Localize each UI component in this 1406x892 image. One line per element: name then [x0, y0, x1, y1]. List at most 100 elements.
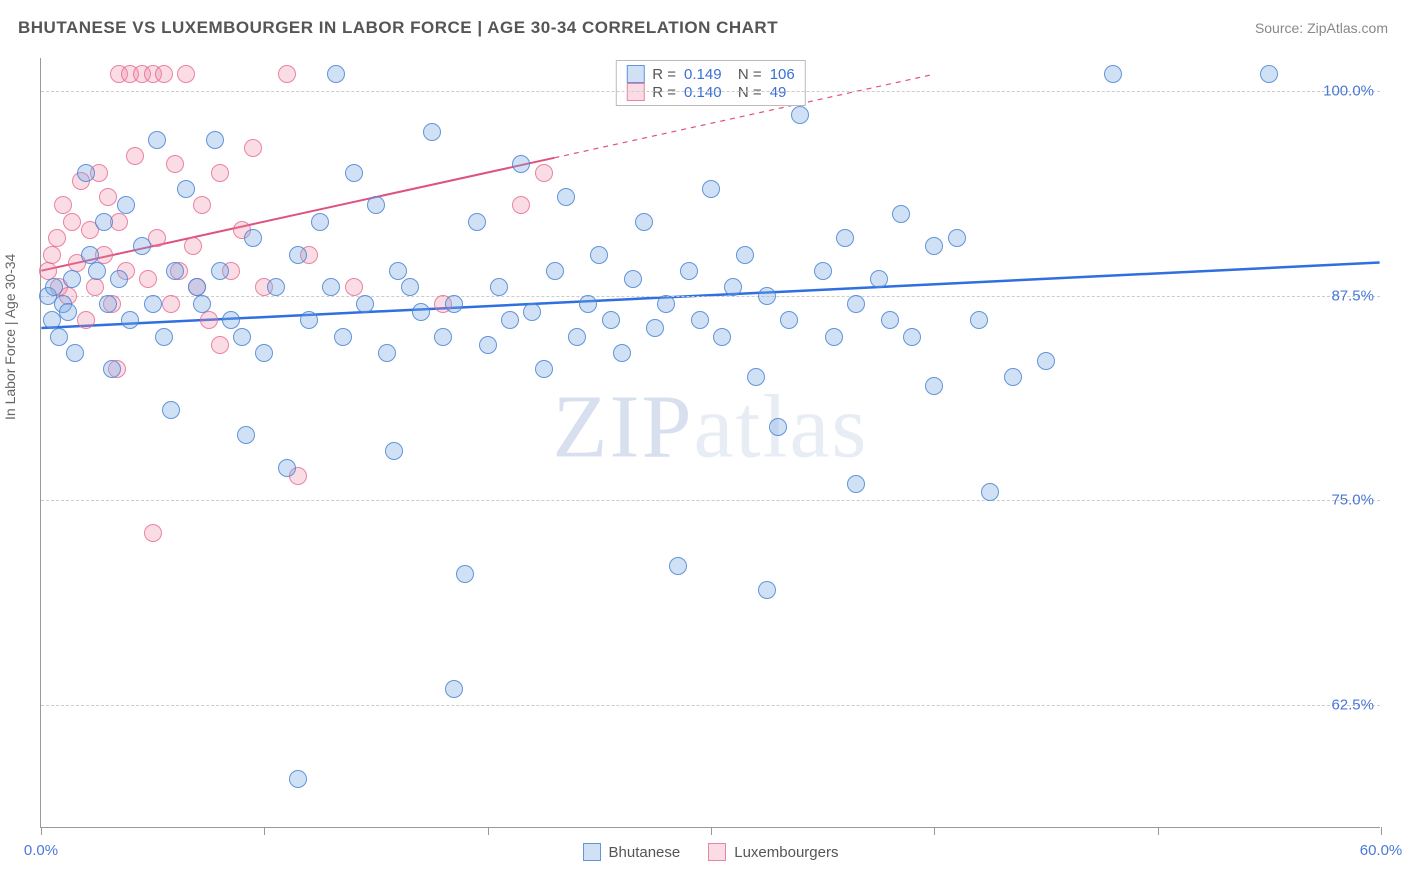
legend-swatch	[583, 843, 601, 861]
data-point	[54, 196, 72, 214]
data-point	[925, 237, 943, 255]
y-tick-label: 87.5%	[1331, 287, 1374, 304]
data-point	[148, 229, 166, 247]
chart-title: BHUTANESE VS LUXEMBOURGER IN LABOR FORCE…	[18, 18, 778, 38]
data-point	[267, 278, 285, 296]
x-tick-label: 0.0%	[24, 842, 58, 859]
data-point	[401, 278, 419, 296]
data-point	[758, 581, 776, 599]
data-point	[244, 139, 262, 157]
y-tick-label: 75.0%	[1331, 492, 1374, 509]
data-point	[86, 278, 104, 296]
data-point	[200, 311, 218, 329]
data-point	[63, 213, 81, 231]
data-point	[322, 278, 340, 296]
gridline-horizontal	[41, 296, 1380, 297]
data-point	[255, 344, 273, 362]
x-tick	[1381, 827, 1382, 835]
data-point	[512, 196, 530, 214]
data-point	[193, 196, 211, 214]
data-point	[814, 262, 832, 280]
data-point	[1104, 65, 1122, 83]
data-point	[423, 123, 441, 141]
data-point	[211, 336, 229, 354]
scatter-plot-area: ZIPatlas R = 0.149 N = 106R = 0.140 N = …	[40, 58, 1380, 828]
data-point	[378, 344, 396, 362]
data-point	[110, 213, 128, 231]
x-tick	[488, 827, 489, 835]
data-point	[48, 229, 66, 247]
legend-row: R = 0.149 N = 106	[626, 65, 794, 83]
gridline-horizontal	[41, 91, 1380, 92]
x-tick-label: 60.0%	[1360, 842, 1403, 859]
data-point	[144, 295, 162, 313]
data-point	[847, 475, 865, 493]
data-point	[613, 344, 631, 362]
chart-source: Source: ZipAtlas.com	[1255, 20, 1388, 36]
data-point	[568, 328, 586, 346]
x-tick	[1158, 827, 1159, 835]
data-point	[624, 270, 642, 288]
data-point	[468, 213, 486, 231]
data-point	[791, 106, 809, 124]
chart-header: BHUTANESE VS LUXEMBOURGER IN LABOR FORCE…	[18, 18, 1388, 38]
data-point	[736, 246, 754, 264]
data-point	[412, 303, 430, 321]
data-point	[434, 328, 452, 346]
y-tick-label: 62.5%	[1331, 697, 1374, 714]
gridline-horizontal	[41, 500, 1380, 501]
data-point	[177, 65, 195, 83]
data-point	[445, 295, 463, 313]
legend-swatch	[626, 65, 644, 83]
data-point	[724, 278, 742, 296]
data-point	[680, 262, 698, 280]
data-point	[39, 262, 57, 280]
data-point	[77, 164, 95, 182]
data-point	[557, 188, 575, 206]
data-point	[948, 229, 966, 247]
data-point	[825, 328, 843, 346]
data-point	[925, 377, 943, 395]
y-tick-label: 100.0%	[1323, 82, 1374, 99]
y-axis-label: In Labor Force | Age 30-34	[2, 254, 18, 420]
data-point	[233, 328, 251, 346]
data-point	[193, 295, 211, 313]
data-point	[278, 65, 296, 83]
data-point	[155, 65, 173, 83]
data-point	[133, 237, 151, 255]
data-point	[81, 246, 99, 264]
data-point	[144, 524, 162, 542]
data-point	[970, 311, 988, 329]
data-point	[870, 270, 888, 288]
data-point	[367, 196, 385, 214]
data-point	[892, 205, 910, 223]
data-point	[981, 483, 999, 501]
data-point	[881, 311, 899, 329]
data-point	[59, 303, 77, 321]
data-point	[99, 295, 117, 313]
data-point	[300, 311, 318, 329]
data-point	[512, 155, 530, 173]
data-point	[45, 278, 63, 296]
data-point	[327, 65, 345, 83]
data-point	[311, 213, 329, 231]
gridline-horizontal	[41, 705, 1380, 706]
legend-item-bhutanese: Bhutanese	[583, 843, 681, 861]
legend-row: R = 0.140 N = 49	[626, 83, 794, 101]
data-point	[334, 328, 352, 346]
data-point	[177, 180, 195, 198]
data-point	[162, 295, 180, 313]
data-point	[535, 164, 553, 182]
data-point	[456, 565, 474, 583]
data-point	[50, 328, 68, 346]
data-point	[155, 328, 173, 346]
data-point	[758, 287, 776, 305]
data-point	[88, 262, 106, 280]
correlation-legend: R = 0.149 N = 106R = 0.140 N = 49	[615, 60, 805, 106]
data-point	[278, 459, 296, 477]
data-point	[1004, 368, 1022, 386]
data-point	[99, 188, 117, 206]
data-point	[95, 213, 113, 231]
x-tick	[934, 827, 935, 835]
legend-swatch	[708, 843, 726, 861]
